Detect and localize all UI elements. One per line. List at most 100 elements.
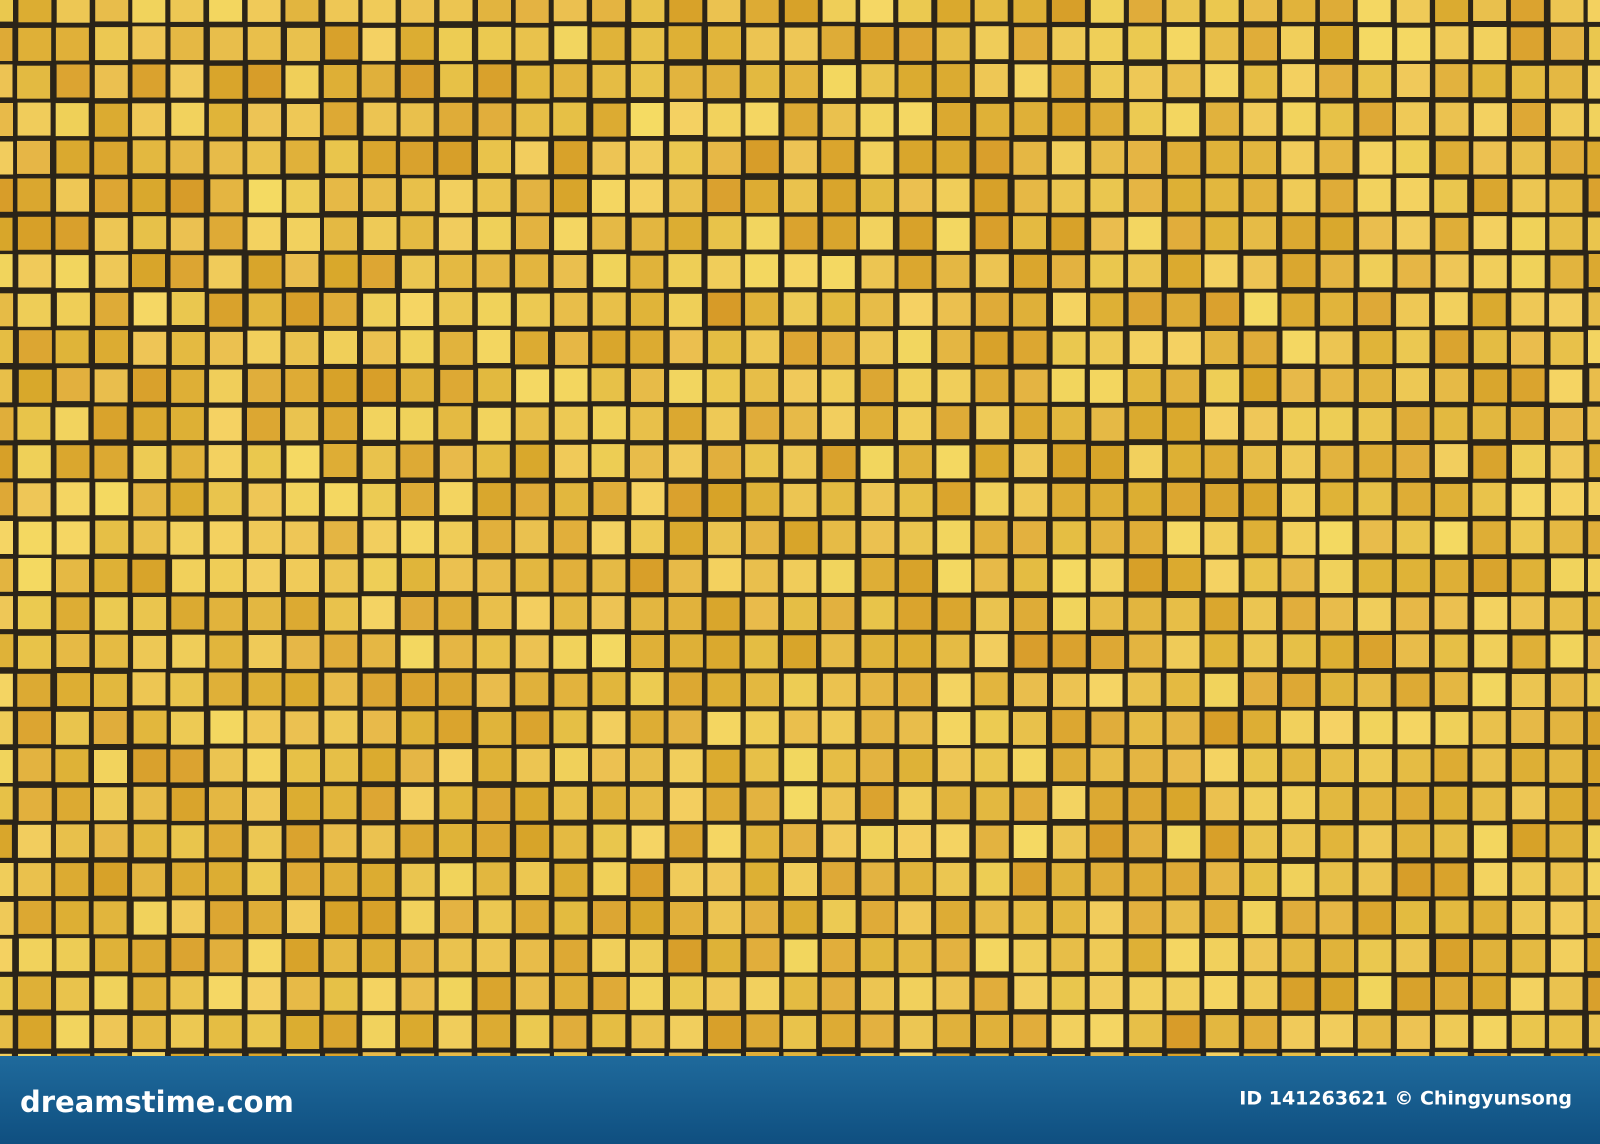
- tile: [1320, 368, 1354, 402]
- tile: [975, 369, 1009, 403]
- tile: [1089, 369, 1123, 403]
- tile: [94, 179, 128, 213]
- tile: [1397, 27, 1431, 61]
- tile: [286, 179, 320, 213]
- tile: [208, 255, 242, 289]
- tile: [1014, 483, 1048, 517]
- tile: [247, 748, 281, 782]
- tile: [18, 0, 52, 23]
- tile: [362, 748, 396, 782]
- tile: [708, 484, 742, 517]
- tile: [706, 749, 740, 783]
- tile: [1357, 292, 1391, 326]
- tile: [209, 521, 243, 555]
- tile: [707, 939, 741, 973]
- tile: [631, 217, 665, 251]
- tile: [859, 331, 893, 365]
- tile: [287, 749, 320, 783]
- tile: [170, 673, 204, 707]
- tile: [323, 444, 357, 477]
- tile: [668, 407, 702, 441]
- tile: [209, 635, 243, 669]
- tile: [1281, 141, 1315, 175]
- tile: [1129, 863, 1163, 897]
- tile: [18, 330, 52, 364]
- tile: [0, 64, 13, 98]
- tile: [1473, 216, 1507, 250]
- tile: [706, 787, 740, 821]
- tile: [1359, 254, 1393, 288]
- tile: [1052, 521, 1086, 555]
- tile: [170, 179, 204, 213]
- tile: [1473, 103, 1507, 137]
- tile: [1358, 862, 1392, 896]
- tile: [784, 27, 818, 61]
- tile: [248, 901, 282, 934]
- tile: [1435, 26, 1469, 60]
- tile: [1205, 178, 1239, 212]
- tile: [668, 559, 702, 593]
- tile: [1435, 368, 1469, 402]
- tile: [209, 141, 243, 175]
- tile: [1396, 216, 1430, 250]
- tile: [0, 1053, 12, 1056]
- tile: [1474, 862, 1508, 896]
- tile: [1090, 558, 1124, 592]
- tile: [287, 1053, 320, 1056]
- tile: [1282, 521, 1316, 555]
- tile: [898, 634, 931, 668]
- tile: [1204, 445, 1238, 479]
- tile: [248, 64, 282, 98]
- tile: [439, 635, 473, 669]
- tile: [630, 292, 664, 326]
- tile: [899, 1015, 933, 1049]
- tile: [170, 217, 204, 251]
- tile: [1472, 64, 1506, 98]
- tile: [1089, 901, 1123, 935]
- tile: [95, 330, 128, 364]
- tile: [1472, 673, 1506, 707]
- tile: [209, 369, 243, 403]
- tile: [170, 0, 204, 22]
- tile: [132, 0, 166, 23]
- tile: [1244, 27, 1277, 61]
- tile: [439, 786, 473, 820]
- tile: [784, 254, 818, 288]
- tile: [0, 938, 13, 972]
- tile: [248, 635, 282, 668]
- tile: [361, 863, 395, 897]
- tile: [133, 520, 167, 554]
- tile: [361, 825, 395, 859]
- tile: [784, 331, 817, 365]
- tile: [1282, 597, 1316, 631]
- tile: [515, 787, 549, 821]
- tile: [670, 902, 703, 935]
- tile: [478, 0, 511, 22]
- tile: [553, 825, 587, 859]
- tile: [286, 292, 320, 326]
- tile: [1052, 559, 1086, 593]
- tile: [56, 64, 90, 98]
- tile: [1205, 484, 1239, 517]
- tile: [1549, 216, 1583, 250]
- tile: [592, 711, 626, 745]
- tile: [515, 0, 549, 23]
- tile: [783, 635, 816, 669]
- tile: [1014, 787, 1048, 821]
- tile: [401, 900, 435, 934]
- tile: [1434, 596, 1468, 630]
- tile: [821, 939, 855, 972]
- tile: [1434, 748, 1468, 782]
- tile: [1129, 331, 1163, 365]
- tile: [1588, 786, 1600, 820]
- tile: [400, 749, 434, 783]
- tile: [668, 483, 702, 517]
- tile: [1319, 521, 1353, 555]
- tile: [18, 748, 52, 782]
- tile: [477, 1014, 511, 1048]
- tile: [554, 141, 588, 175]
- tile: [363, 710, 396, 744]
- tile: [1204, 938, 1238, 972]
- tile: [746, 330, 780, 364]
- tile: [822, 900, 856, 933]
